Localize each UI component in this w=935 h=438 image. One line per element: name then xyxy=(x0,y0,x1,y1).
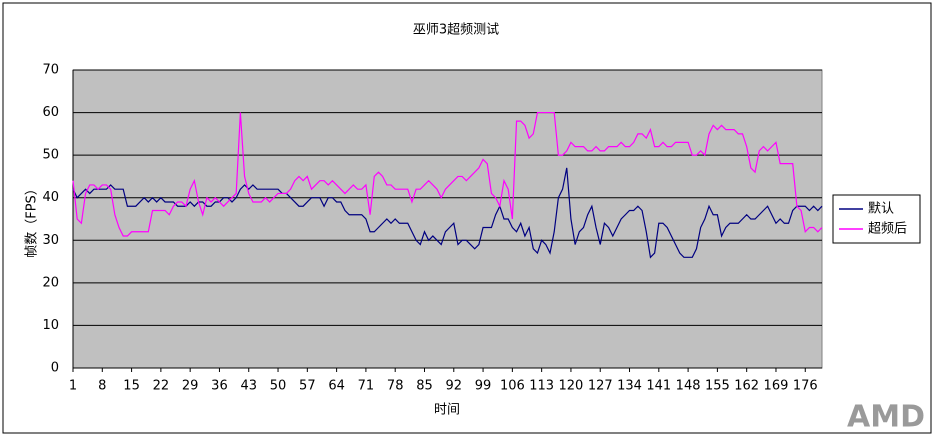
y-axis-title: 帧数（FPS） xyxy=(25,182,40,258)
series-line xyxy=(72,167,823,259)
x-tick-label: 141 xyxy=(646,379,671,394)
x-tick-label: 57 xyxy=(299,379,316,394)
chart-title: 巫师3超频测试 xyxy=(413,23,499,38)
x-tick-label: 78 xyxy=(387,379,404,394)
watermark: AMD xyxy=(847,400,925,435)
y-tick-label: 30 xyxy=(42,233,59,248)
y-tick-label: 0 xyxy=(51,361,59,376)
y-tick-label: 70 xyxy=(42,63,59,78)
x-tick-label: 155 xyxy=(705,379,730,394)
x-tick-label: 43 xyxy=(240,379,257,394)
x-tick-label: 162 xyxy=(734,379,759,394)
x-tick-label: 22 xyxy=(153,379,170,394)
x-tick-label: 176 xyxy=(793,379,818,394)
x-tick-label: 134 xyxy=(617,379,642,394)
y-tick-label: 50 xyxy=(42,148,59,163)
y-tick-label: 10 xyxy=(42,318,59,333)
x-tick-label: 36 xyxy=(211,379,228,394)
x-tick-label: 1 xyxy=(69,379,77,394)
x-tick-label: 106 xyxy=(500,379,525,394)
x-tick-label: 127 xyxy=(588,379,613,394)
x-tick-label: 85 xyxy=(416,379,433,394)
x-tick-label: 92 xyxy=(446,379,463,394)
x-tick-label: 120 xyxy=(559,379,584,394)
x-tick-label: 64 xyxy=(328,379,345,394)
x-tick-label: 99 xyxy=(475,379,492,394)
x-tick-label: 169 xyxy=(764,379,789,394)
x-tick-label: 113 xyxy=(529,379,554,394)
plot-area xyxy=(72,69,823,369)
x-tick-label: 15 xyxy=(123,379,140,394)
y-tick-label: 20 xyxy=(42,275,59,290)
x-tick-label: 148 xyxy=(676,379,701,394)
legend-box xyxy=(832,194,921,244)
x-tick-label: 29 xyxy=(182,379,199,394)
y-tick-label: 60 xyxy=(42,105,59,120)
x-tick-label: 71 xyxy=(358,379,375,394)
series-line xyxy=(72,111,823,237)
x-tick-label: 50 xyxy=(270,379,287,394)
legend-label: 超频后 xyxy=(868,222,907,237)
legend-label: 默认 xyxy=(868,201,894,217)
x-axis-title: 时间 xyxy=(434,403,460,418)
x-tick-label: 8 xyxy=(98,379,106,394)
y-tick-label: 40 xyxy=(42,190,59,205)
